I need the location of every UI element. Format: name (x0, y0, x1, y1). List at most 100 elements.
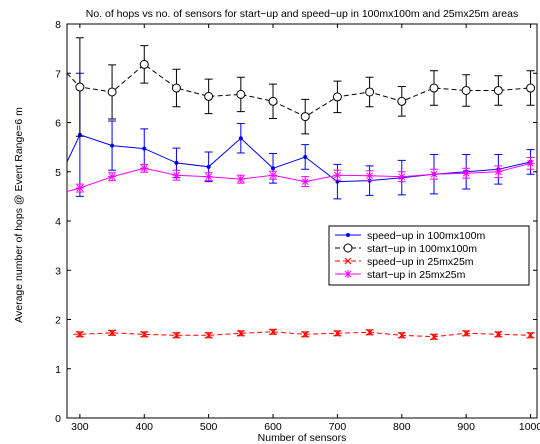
data-point (429, 83, 439, 93)
asterisk-stroke (462, 169, 471, 178)
data-point (494, 330, 502, 338)
data-point (172, 171, 181, 180)
data-point (301, 330, 309, 338)
legend-entry-label: start−up in 100mx100m (367, 243, 477, 255)
plot-area: 300 400 500 600 700 800 900 1000 0 1 2 3 4 5 6 7 8 (55, 19, 540, 433)
asterisk-stroke (333, 171, 342, 180)
x-mark-stroke (344, 257, 352, 265)
x-tick-label: 900 (457, 421, 475, 433)
x-mark-stroke (237, 329, 245, 337)
data-point (526, 159, 535, 168)
asterisk-stroke (429, 170, 438, 179)
asterisk-stroke (236, 175, 245, 184)
x-mark-stroke (398, 331, 406, 339)
data-point (236, 89, 246, 99)
asterisk-stroke (494, 167, 503, 176)
x-tick-label: 500 (200, 421, 218, 433)
asterisk-stroke (172, 171, 181, 180)
x-tick-label: 700 (329, 421, 347, 433)
data-point (236, 175, 245, 184)
series-line (67, 63, 531, 118)
series-line (67, 162, 531, 192)
data-point (139, 59, 149, 69)
legend-swatch-marker (344, 257, 352, 265)
data-point (108, 329, 116, 337)
y-tick-label: 6 (55, 118, 61, 130)
asterisk-stroke (75, 184, 84, 193)
data-point (171, 83, 181, 93)
data-point (271, 166, 276, 171)
data-point (269, 328, 277, 336)
data-point (303, 154, 308, 159)
y-tick-label: 7 (55, 68, 61, 80)
y-tick-label: 3 (55, 265, 61, 277)
x-mark-stroke (76, 330, 84, 338)
x-tick-label: 800 (393, 421, 411, 433)
data-point (140, 164, 149, 173)
x-mark-stroke (462, 329, 470, 337)
series-3 (67, 156, 535, 193)
asterisk-stroke (269, 171, 278, 180)
data-point (462, 169, 471, 178)
data-point (75, 82, 85, 92)
data-point (301, 177, 310, 186)
chart-title: No. of hops vs no. of sensors for start−… (86, 8, 519, 20)
data-point (398, 331, 406, 339)
data-point (526, 83, 536, 93)
data-point (173, 331, 180, 339)
asterisk-stroke (108, 172, 117, 181)
x-mark-stroke (333, 329, 341, 337)
y-tick-label: 0 (55, 413, 61, 425)
data-point (333, 171, 342, 180)
data-point (142, 146, 147, 151)
legend-swatch-marker (343, 243, 353, 253)
data-point (300, 112, 310, 122)
data-point (397, 172, 406, 181)
data-point (430, 333, 438, 341)
x-mark-stroke (430, 333, 438, 341)
asterisk-stroke (365, 171, 374, 180)
data-point (205, 331, 213, 339)
x-mark-stroke (366, 328, 374, 336)
data-point (397, 96, 407, 106)
y-tick-label: 2 (55, 315, 61, 327)
legend-swatch-marker (344, 270, 352, 278)
series-1 (67, 37, 536, 137)
data-point (174, 160, 179, 165)
series-line (73, 331, 531, 338)
x-tick-label: 400 (135, 421, 153, 433)
asterisk-stroke (344, 270, 352, 278)
data-point (76, 330, 84, 338)
asterisk-stroke (140, 164, 149, 173)
data-point (269, 171, 278, 180)
data-point (204, 172, 213, 181)
legend-box (328, 225, 530, 286)
data-point (493, 85, 503, 95)
data-point (108, 172, 117, 181)
x-mark-stroke (527, 331, 534, 339)
data-point (237, 329, 245, 337)
x-tick-label: 600 (264, 421, 282, 433)
y-tick-label: 1 (55, 364, 61, 376)
asterisk-stroke (526, 159, 535, 168)
data-point (206, 164, 211, 169)
data-point (527, 331, 534, 339)
data-point (333, 329, 341, 337)
x-mark-stroke (140, 330, 148, 338)
legend-swatch-marker (346, 233, 350, 237)
y-axis-label: Average number of hops @ Event Range=6 m (13, 107, 25, 323)
y-tick-label: 4 (55, 216, 61, 228)
x-axis-label: Number of sensors (258, 432, 347, 444)
x-mark-stroke (301, 330, 309, 338)
x-mark-stroke (205, 331, 213, 339)
asterisk-stroke (204, 172, 213, 181)
x-mark-stroke (269, 328, 277, 336)
data-point (140, 330, 148, 338)
data-point (204, 91, 214, 101)
y-tick-label: 8 (55, 19, 61, 31)
data-point (365, 87, 375, 97)
asterisk-stroke (301, 177, 310, 186)
data-point (75, 184, 84, 193)
data-point (365, 171, 374, 180)
